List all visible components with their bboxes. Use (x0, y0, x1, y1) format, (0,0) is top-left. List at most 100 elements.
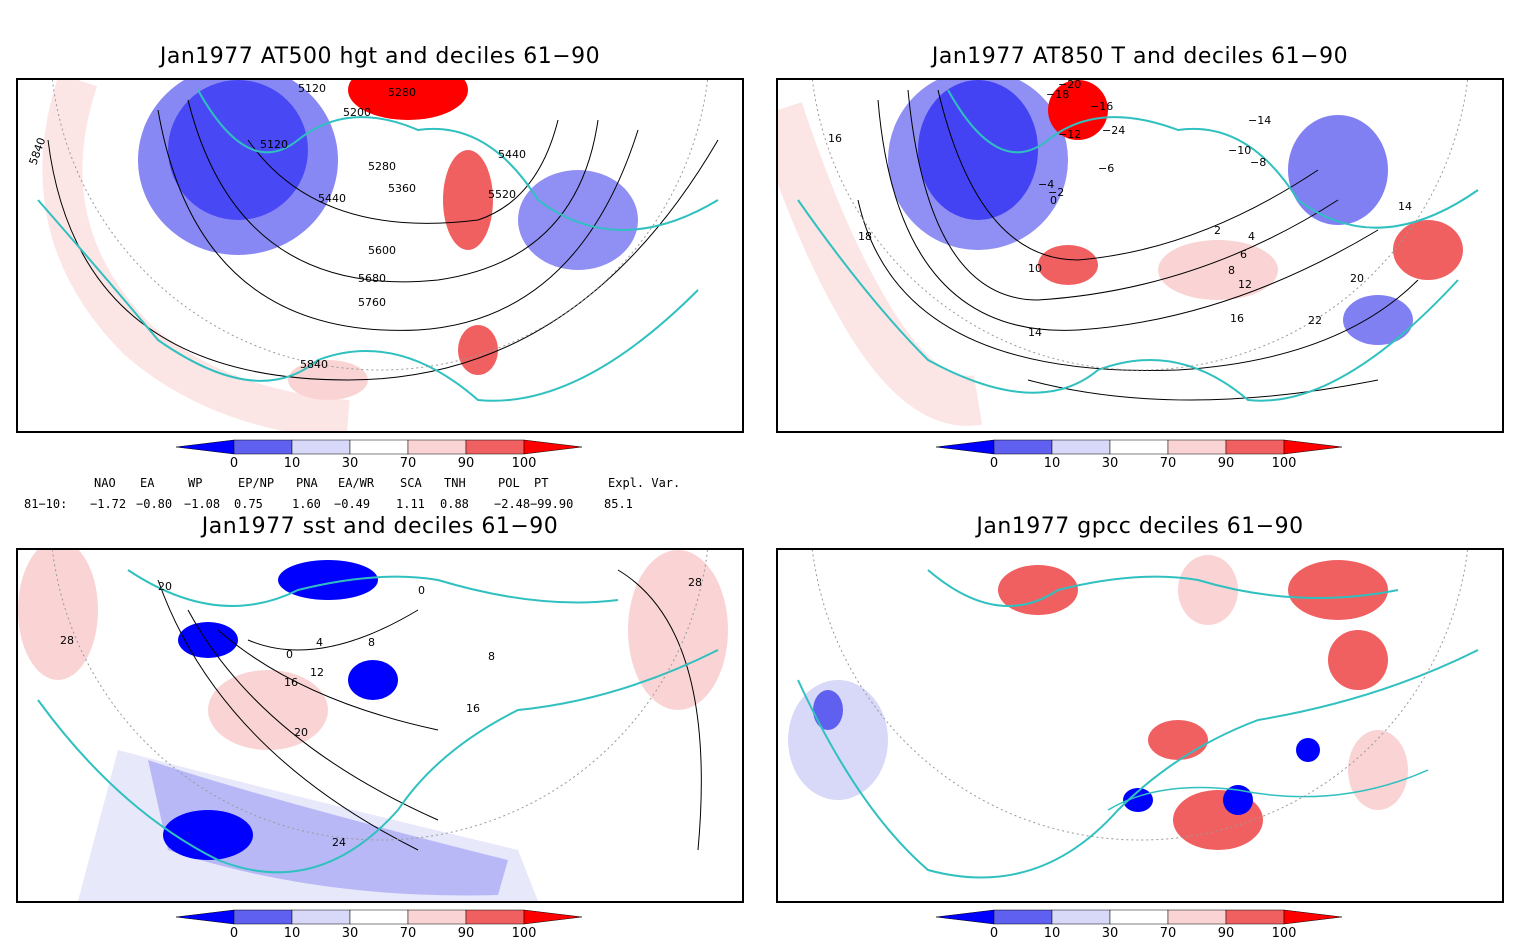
contour-2 (157, 109, 639, 331)
shade-pos-light-3 (208, 670, 328, 750)
colorbar-tick-label: 100 (1271, 456, 1297, 471)
shade-pos-mid (998, 565, 1078, 615)
contour-label: 4 (1248, 230, 1255, 243)
shade-neg-strong-4 (278, 560, 378, 600)
coastline-2 (127, 569, 619, 607)
shade-neg-mid-2 (1288, 115, 1388, 225)
contour-2 (937, 89, 1319, 261)
contour-label: 5440 (498, 148, 526, 161)
colorbar-segment (175, 909, 235, 925)
contour-label: 5120 (298, 82, 326, 95)
contour-label: 10 (1028, 262, 1042, 275)
contour-label: 5280 (368, 160, 396, 173)
coastline-1 (797, 649, 1479, 879)
shade-pos-light-2 (628, 550, 728, 710)
colorbar-segment (1225, 909, 1285, 925)
colorbar-tr: 0 10 30 70 90 100 (935, 438, 1356, 478)
colorbar-segment (1051, 439, 1111, 455)
contour-4 (247, 609, 419, 651)
colorbar-tick-label: 10 (1043, 926, 1061, 941)
index-value: 0.88 (440, 497, 469, 511)
colorbar-segment (1167, 909, 1227, 925)
index-header: TNH (444, 476, 466, 490)
contour-label: 0 (286, 648, 293, 661)
colorbar-tick-label: 90 (457, 456, 475, 471)
panel-title-hgt500: Jan1977 AT500 hgt and deciles 61−90 (159, 44, 601, 69)
colorbar-tick-label: 70 (399, 926, 417, 941)
contour-label: 20 (1350, 272, 1364, 285)
contour-label: 16 (466, 702, 480, 715)
contour-label: 5360 (388, 182, 416, 195)
index-header: Expl. Var. (608, 476, 681, 490)
contour-1 (47, 139, 719, 381)
shade-ring-left (42, 80, 350, 431)
colorbar-tick-label: 100 (1271, 926, 1297, 941)
colorbar-br: 0 10 30 70 90 100 (935, 908, 1356, 948)
colorbar-tick-label: 70 (1159, 926, 1177, 941)
panel-title-t850: Jan1977 AT850 T and deciles 61−90 (931, 44, 1349, 69)
shade-neg-mid-3 (1343, 295, 1413, 345)
contour-label: 24 (332, 836, 346, 849)
index-value: −1.72 (90, 497, 127, 511)
contour-3 (217, 629, 439, 731)
shade-pos-light-2 (1348, 730, 1408, 810)
map-panel-gpcc (776, 548, 1504, 903)
contour-label: 4 (316, 636, 323, 649)
shade-pos-light (1178, 555, 1238, 625)
contour-label: 5680 (358, 272, 386, 285)
contour-label: 5520 (488, 188, 516, 201)
shade-neg-strong-3 (1296, 738, 1320, 762)
contour-5 (1027, 379, 1379, 401)
contour-label: −2 (1048, 186, 1064, 199)
contour-label: −24 (1102, 124, 1125, 137)
index-value: 85.1 (604, 497, 633, 511)
contour-1 (157, 579, 419, 851)
colorbar-segment (233, 439, 293, 455)
coastline-1 (37, 199, 699, 402)
index-value: −99.90 (530, 497, 574, 511)
contour-label: 6 (1240, 248, 1247, 261)
colorbar-tick-label: 10 (283, 456, 301, 471)
map-panel-t850: −20 −18 −16 −14 −12 −10 −8 −6 −4 −2 0 2 … (776, 78, 1504, 433)
coastline-2 (197, 89, 719, 231)
shade-neg-mid (813, 690, 843, 730)
shade-neg-mid (138, 80, 338, 255)
index-value: −0.49 (334, 497, 371, 511)
contour-label: −12 (1058, 128, 1081, 141)
colorbar-tick-label: 10 (283, 926, 301, 941)
contour-label: 28 (60, 634, 74, 647)
contour-label: 2 (1214, 224, 1221, 237)
shade-pos-mid (443, 150, 493, 250)
contour-label: 5200 (343, 106, 371, 119)
index-value: −0.80 (136, 497, 173, 511)
colorbar-tick-label: 90 (1217, 926, 1235, 941)
index-header: EA (140, 476, 155, 490)
index-value: 1.11 (396, 497, 425, 511)
shade-pos-mid-4 (1148, 720, 1208, 760)
map-panel-hgt500: 5120 5280 5200 5120 5280 5440 5360 5440 … (16, 78, 744, 433)
shade-neg-strong (1223, 785, 1253, 815)
contour-label: 18 (858, 230, 872, 243)
shade-pos-strong (348, 80, 468, 120)
contour-3 (877, 99, 1379, 331)
contour-1 (907, 89, 1339, 301)
shade-neg-mid (888, 80, 1068, 250)
contour-label: −20 (1058, 80, 1081, 91)
coastline-1 (37, 649, 719, 874)
colorbar-tick-label: 30 (341, 456, 359, 471)
index-header: SCA (400, 476, 422, 490)
shade-pos-mid-2 (1393, 220, 1463, 280)
colorbar-tick-label: 90 (457, 926, 475, 941)
contour-label: 5280 (388, 86, 416, 99)
shade-neg-strong-3 (348, 660, 398, 700)
contour-label: 16 (1230, 312, 1244, 325)
shade-pos-light (778, 102, 983, 426)
colorbar-segment (1283, 909, 1343, 925)
shade-neg-strong (163, 810, 253, 860)
index-header: PT (534, 476, 549, 490)
shade-neg-light (518, 170, 638, 270)
index-header: POL (498, 476, 520, 490)
contour-label: 14 (1398, 200, 1412, 213)
colorbar-graphic (935, 439, 1343, 455)
contour-label: 28 (688, 576, 702, 589)
